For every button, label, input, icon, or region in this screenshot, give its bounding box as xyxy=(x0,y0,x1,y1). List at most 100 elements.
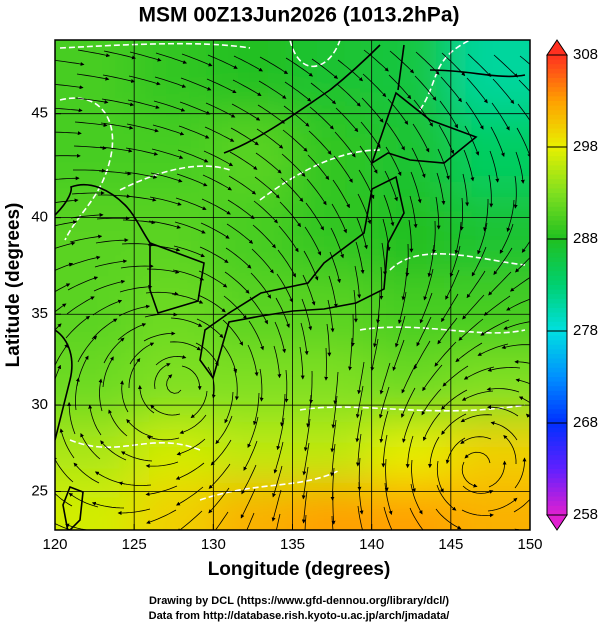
streamline xyxy=(75,377,80,411)
streamline xyxy=(200,222,230,239)
streamline xyxy=(440,76,462,103)
streamline xyxy=(73,462,100,484)
streamline xyxy=(77,49,111,58)
streamline xyxy=(357,193,372,225)
streamline xyxy=(67,276,99,291)
streamline xyxy=(222,319,243,346)
streamline xyxy=(91,532,123,534)
colorbar-segment xyxy=(547,275,567,281)
streamline xyxy=(240,488,256,519)
streamline xyxy=(247,416,259,449)
streamline xyxy=(492,78,515,105)
streamline xyxy=(400,387,416,418)
streamline xyxy=(179,414,207,434)
streamline xyxy=(120,264,154,269)
streamline xyxy=(224,271,250,294)
streamline xyxy=(146,268,180,274)
colorbar-segment xyxy=(547,96,567,102)
colorbar-segment xyxy=(547,280,567,286)
streamline xyxy=(330,227,344,259)
streamline xyxy=(462,294,485,320)
streamline xyxy=(402,411,415,443)
streamline xyxy=(483,295,511,316)
colorbar-segment xyxy=(547,193,567,199)
colorbar-segment xyxy=(547,243,567,249)
colorbar-tick-label: 308 xyxy=(573,46,598,63)
colorbar-segment xyxy=(547,459,567,465)
colorbar-segment xyxy=(547,128,567,134)
streamline xyxy=(463,149,475,182)
colorbar-segment xyxy=(547,174,567,180)
streamline xyxy=(80,432,101,460)
colorbar-segment xyxy=(547,335,567,341)
colorbar-segment xyxy=(547,409,567,415)
streamline xyxy=(143,331,176,342)
streamline xyxy=(486,387,520,393)
streamline xyxy=(88,404,102,436)
streamline xyxy=(458,318,484,341)
streamline xyxy=(460,436,492,444)
streamline xyxy=(449,245,461,278)
streamline xyxy=(252,224,276,249)
colorbar-segment xyxy=(547,82,567,88)
colorbar-segment xyxy=(547,377,567,383)
streamline xyxy=(118,304,151,317)
streamline xyxy=(92,299,123,316)
streamline xyxy=(176,486,204,506)
streamline xyxy=(305,202,324,231)
streamline xyxy=(155,355,187,366)
colorbar-segment xyxy=(547,229,567,235)
colorbar-segment xyxy=(547,358,567,364)
field-cell xyxy=(134,422,215,484)
streamline xyxy=(259,56,289,75)
colorbar-segment xyxy=(547,331,567,337)
streamline xyxy=(518,396,530,404)
streamline xyxy=(357,361,365,395)
streamline xyxy=(388,74,412,100)
streamline xyxy=(437,317,458,345)
colorbar-segment xyxy=(547,294,567,300)
streamline xyxy=(230,127,259,146)
streamline xyxy=(274,321,287,354)
y-tick-label: 40 xyxy=(31,209,48,226)
streamline xyxy=(466,77,488,104)
streamline xyxy=(203,150,234,167)
streamline xyxy=(256,128,284,149)
streamline xyxy=(20,521,45,540)
streamline xyxy=(303,418,311,452)
streamline xyxy=(93,279,126,292)
streamline xyxy=(383,531,398,559)
streamline xyxy=(126,418,154,438)
streamline xyxy=(330,419,337,453)
streamline xyxy=(356,217,368,250)
colorbar-segment xyxy=(547,234,567,240)
streamline xyxy=(423,268,434,301)
streamline xyxy=(381,434,388,468)
streamline xyxy=(181,365,202,391)
streamline xyxy=(55,303,67,313)
streamline xyxy=(409,195,418,229)
streamline xyxy=(493,247,513,276)
streamline xyxy=(280,393,286,427)
streamline xyxy=(99,146,133,153)
colorbar-segment xyxy=(547,285,567,291)
x-tick-label: 125 xyxy=(122,536,147,553)
colorbar-segment xyxy=(547,482,567,488)
streamline xyxy=(331,395,338,429)
colorbar-segment xyxy=(547,151,567,157)
streamline xyxy=(178,125,210,139)
streamline xyxy=(419,292,433,324)
streamline xyxy=(410,171,422,204)
streamline xyxy=(150,404,181,416)
colorbar-segment xyxy=(547,114,567,120)
streamline xyxy=(258,80,287,99)
streamline xyxy=(301,490,308,524)
streamline xyxy=(378,386,390,419)
colorbar-segment xyxy=(547,455,567,461)
colorbar-segment xyxy=(547,354,567,360)
streamline xyxy=(98,170,132,176)
streamline xyxy=(282,129,308,152)
x-axis-label: Longitude (degrees) xyxy=(208,559,391,580)
streamline xyxy=(55,343,69,367)
streamline xyxy=(123,195,157,202)
